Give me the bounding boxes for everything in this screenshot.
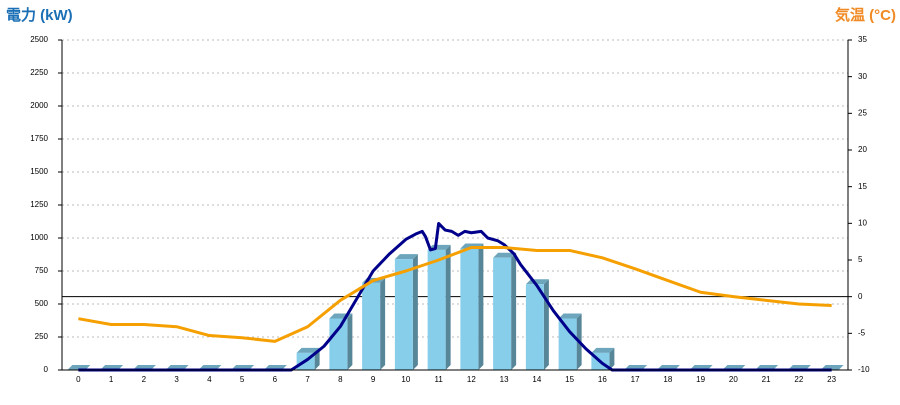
- y-tick-label: 500: [35, 299, 49, 308]
- x-tick-label: 7: [305, 375, 310, 384]
- y2-tick-label: 25: [858, 108, 867, 117]
- y-tick-label: 2250: [30, 68, 48, 77]
- bar-front: [493, 257, 512, 370]
- bar: [460, 243, 484, 370]
- y2-tick-label: 0: [858, 292, 863, 301]
- bar: [394, 254, 418, 370]
- y-tick-label: 2000: [30, 101, 48, 110]
- x-tick-label: 15: [565, 375, 574, 384]
- bar-side: [412, 254, 418, 370]
- x-tick-label: 21: [762, 375, 771, 384]
- bar-side: [511, 252, 517, 370]
- x-tick-label: 8: [338, 375, 343, 384]
- x-tick-label: 11: [434, 375, 443, 384]
- y2-tick-label: 15: [858, 182, 867, 191]
- y-tick-label: 1250: [30, 200, 48, 209]
- bar-top: [591, 347, 615, 353]
- x-tick-label: 16: [598, 375, 607, 384]
- x-tick-label: 4: [207, 375, 212, 384]
- bar: [493, 252, 517, 370]
- x-tick-label: 3: [174, 375, 179, 384]
- x-tick-label: 9: [371, 375, 376, 384]
- y2-tick-label: -5: [858, 328, 866, 337]
- x-tick-label: 0: [76, 375, 81, 384]
- y2-tick-label: 5: [858, 255, 863, 264]
- bar-side: [347, 313, 353, 370]
- bar-front: [394, 259, 413, 370]
- y-tick-label: 2500: [30, 35, 48, 44]
- y2-tick-label: 35: [858, 35, 867, 44]
- bar-side: [609, 347, 615, 370]
- y-tick-label: 0: [44, 365, 49, 374]
- bar-side: [543, 279, 549, 370]
- bar: [329, 313, 353, 370]
- bar: [427, 244, 451, 370]
- y-tick-label: 750: [35, 266, 49, 275]
- bar: [362, 277, 386, 370]
- bar-side: [380, 277, 386, 370]
- bar-side: [478, 243, 484, 370]
- bar-front: [362, 282, 381, 370]
- x-tick-label: 12: [467, 375, 476, 384]
- x-tick-label: 14: [532, 375, 541, 384]
- x-tick-label: 10: [401, 375, 410, 384]
- y2-tick-label: 10: [858, 218, 867, 227]
- bar-side: [445, 244, 451, 370]
- x-tick-label: 17: [631, 375, 640, 384]
- bar-top: [493, 252, 517, 258]
- bar-front: [558, 318, 577, 370]
- bar-front: [525, 284, 544, 370]
- x-tick-label: 20: [729, 375, 738, 384]
- x-tick-label: 19: [696, 375, 705, 384]
- y-tick-label: 1750: [30, 134, 48, 143]
- x-tick-label: 23: [827, 375, 836, 384]
- y-tick-label: 1500: [30, 167, 48, 176]
- bar: [591, 347, 615, 370]
- bar: [525, 279, 549, 370]
- x-tick-label: 2: [142, 375, 147, 384]
- bar-front: [427, 249, 446, 370]
- x-tick-label: 18: [663, 375, 672, 384]
- y-tick-label: 1000: [30, 233, 48, 242]
- x-tick-label: 6: [273, 375, 278, 384]
- y2-tick-label: -10: [858, 365, 870, 374]
- bar-front: [460, 248, 479, 370]
- x-tick-label: 22: [794, 375, 803, 384]
- x-tick-label: 1: [109, 375, 114, 384]
- bar-top: [394, 254, 418, 260]
- y2-tick-label: 20: [858, 145, 867, 154]
- bar-top: [558, 313, 582, 319]
- right-axis-title: 気温 (°C): [835, 6, 896, 24]
- bar-top: [296, 347, 320, 353]
- x-tick-label: 5: [240, 375, 245, 384]
- left-axis-title: 電力 (kW): [6, 6, 73, 24]
- line: [78, 246, 832, 343]
- line: [78, 221, 832, 372]
- y2-tick-label: 30: [858, 72, 867, 81]
- bar-front: [329, 318, 348, 370]
- x-tick-label: 13: [500, 375, 509, 384]
- y-tick-label: 250: [35, 332, 49, 341]
- bar: [558, 313, 582, 370]
